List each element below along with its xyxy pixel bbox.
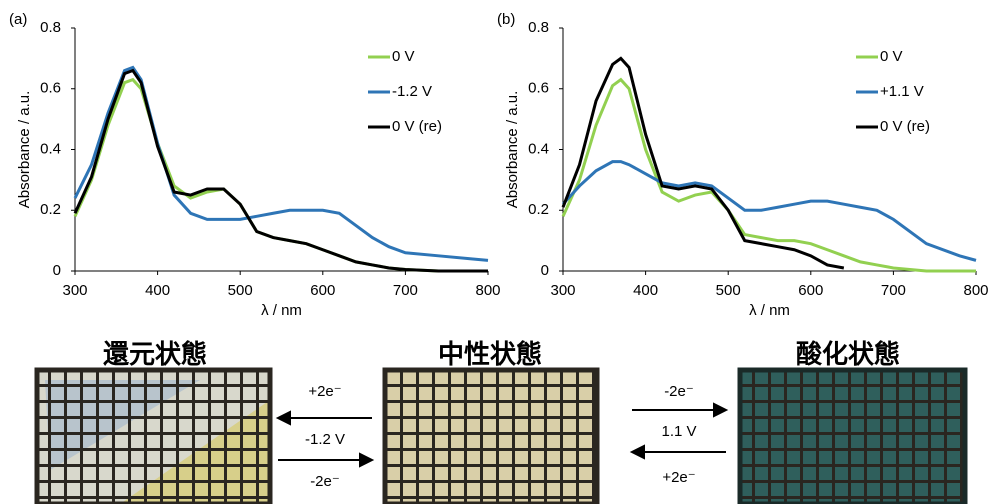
y-tick-label: 0.8	[40, 19, 61, 36]
axis-title: Absorbance / a.u.	[16, 91, 33, 209]
arrow-head	[278, 412, 290, 424]
legend-label: +1.1 V	[880, 83, 924, 100]
arrow-label: +2e⁻	[662, 469, 695, 486]
x-tick-label: 700	[393, 282, 418, 299]
arrow-head	[360, 454, 372, 466]
photos	[37, 370, 965, 504]
x-tick-label: 500	[228, 282, 253, 299]
x-tick-label: 400	[633, 282, 658, 299]
axis-title: λ / nm	[261, 302, 302, 319]
arrow-label: 1.1 V	[661, 423, 696, 440]
y-tick-label: 0	[53, 262, 61, 279]
axis-title: λ / nm	[749, 302, 790, 319]
legend-label: 0 V	[880, 48, 903, 65]
legend-label: 0 V (re)	[880, 118, 930, 135]
arrow-label: -2e⁻	[310, 473, 340, 490]
photo-mesh	[740, 370, 965, 504]
legend-label: 0 V	[392, 48, 415, 65]
series-line	[563, 80, 976, 271]
arrow-label: +2e⁻	[308, 383, 341, 400]
arrow-label: -2e⁻	[664, 383, 694, 400]
series-line	[75, 80, 488, 271]
y-tick-label: 0.8	[528, 19, 549, 36]
state-label: 中性状態	[438, 339, 542, 369]
x-tick-label: 300	[62, 282, 87, 299]
x-tick-label: 800	[963, 282, 988, 299]
figure: 還元状態 中性状態 酸化状態 +2e⁻ -1.2 V -2e⁻ -2e⁻ 1.1…	[0, 0, 991, 504]
panel-label: (a)	[9, 11, 27, 28]
series-line	[563, 58, 844, 268]
y-tick-label: 0.6	[528, 80, 549, 97]
legend-label: -1.2 V	[392, 83, 432, 100]
x-tick-label: 600	[798, 282, 823, 299]
x-tick-label: 600	[310, 282, 335, 299]
y-tick-label: 0	[541, 262, 549, 279]
y-tick-label: 0.2	[40, 201, 61, 218]
x-tick-label: 700	[881, 282, 906, 299]
panel-label: (b)	[497, 11, 515, 28]
photo-mesh	[37, 370, 270, 504]
arrow-label: -1.2 V	[305, 431, 345, 448]
y-tick-label: 0.4	[528, 140, 549, 157]
y-tick-label: 0.4	[40, 140, 61, 157]
x-tick-label: 500	[716, 282, 741, 299]
arrow-head	[632, 446, 644, 458]
x-tick-label: 300	[550, 282, 575, 299]
x-tick-label: 800	[475, 282, 500, 299]
x-tick-label: 400	[145, 282, 170, 299]
y-tick-label: 0.6	[40, 80, 61, 97]
arrow-head	[714, 404, 726, 416]
y-tick-label: 0.2	[528, 201, 549, 218]
state-label: 酸化状態	[796, 339, 900, 369]
state-label: 還元状態	[103, 339, 207, 369]
series-line	[75, 71, 488, 271]
axis-title: Absorbance / a.u.	[504, 91, 521, 209]
legend-label: 0 V (re)	[392, 118, 442, 135]
photo-mesh	[385, 370, 597, 504]
